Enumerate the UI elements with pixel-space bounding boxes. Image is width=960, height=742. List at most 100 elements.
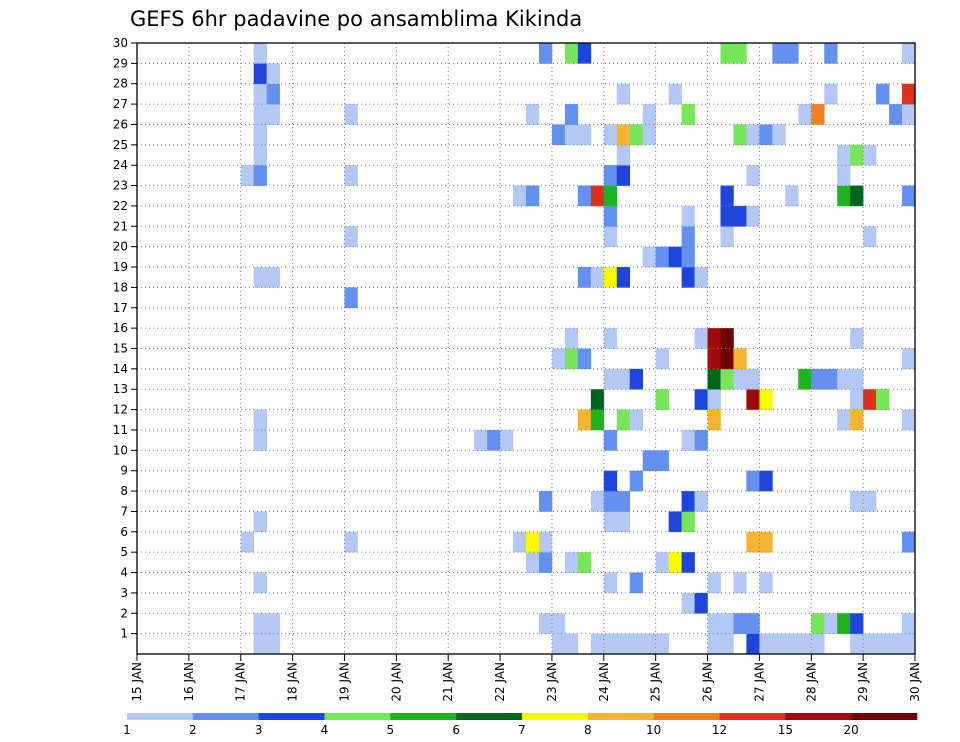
x-tick-label: 28 JAN (804, 662, 818, 702)
x-tick-label: 17 JAN (234, 662, 248, 702)
y-tick-label: 30 (113, 36, 128, 50)
heatmap-cell (902, 43, 916, 64)
heatmap-cell (850, 613, 864, 634)
heatmap-cell (824, 83, 838, 105)
legend-color-box (851, 713, 918, 720)
y-tick-label: 3 (120, 586, 128, 600)
heatmap-cell (642, 104, 656, 125)
x-tick-label: 30 JAN (908, 662, 922, 702)
heatmap-cell (798, 368, 812, 390)
y-tick-label: 5 (120, 545, 128, 559)
heatmap-cell (837, 165, 851, 186)
heatmap-cell (538, 491, 553, 512)
heatmap-cell (266, 63, 280, 85)
heatmap-cell (551, 613, 566, 634)
y-tick-label: 18 (113, 280, 128, 294)
x-tick-label: 25 JAN (649, 662, 663, 702)
y-tick-label: 27 (113, 97, 128, 111)
heatmap-cell (720, 226, 734, 247)
grid-lines (137, 43, 915, 654)
heatmap-cell (253, 165, 267, 186)
heatmap-cell (759, 531, 773, 553)
heatmap-cell (253, 429, 267, 451)
heatmap-cell (681, 429, 695, 451)
heatmap-cell (707, 409, 721, 431)
y-tick-label: 14 (113, 362, 128, 376)
y-tick-label: 22 (113, 199, 128, 213)
heatmap-cell (902, 348, 916, 370)
y-tick-label: 25 (113, 138, 128, 152)
heatmap-cell (681, 226, 695, 247)
heatmap-cell (759, 633, 773, 655)
heatmap-cell (590, 633, 605, 655)
heatmap-cell (603, 429, 618, 451)
heatmap-cell (824, 368, 838, 390)
heatmap-cell (668, 511, 682, 533)
heatmap-cell (785, 43, 799, 64)
heatmap-cell (538, 531, 553, 553)
heatmap-cell (668, 246, 682, 268)
heatmap-cell (850, 185, 864, 207)
heatmap-cell (837, 368, 851, 390)
heatmap-cell (629, 470, 643, 492)
heatmap-cell (655, 348, 669, 370)
heatmap-cell (344, 165, 358, 186)
y-tick-label: 13 (113, 382, 128, 396)
heatmap-cell (487, 429, 501, 451)
x-tick-label: 19 JAN (337, 662, 351, 702)
heatmap-cell (616, 491, 631, 512)
heatmap-cell (772, 43, 786, 64)
heatmap-cell (746, 368, 760, 390)
heatmap-cell (837, 409, 851, 431)
heatmap-cell (577, 267, 592, 288)
heatmap-cell (824, 613, 838, 634)
heatmap-cell (616, 165, 631, 186)
x-tick-label: 18 JAN (286, 662, 300, 702)
heatmap-cell (707, 368, 721, 390)
heatmap-cell (681, 491, 695, 512)
x-tick-label: 29 JAN (856, 662, 870, 702)
heatmap-cell (889, 633, 903, 655)
heatmap-cell (577, 124, 592, 146)
heatmap-cell (538, 552, 553, 573)
heatmap-cell (824, 43, 838, 64)
heatmap-cell (720, 633, 734, 655)
legend-color-box (785, 713, 852, 720)
heatmap-cell (603, 124, 618, 146)
heatmap-cell (616, 511, 631, 533)
heatmap-cell (902, 633, 916, 655)
legend-level-label: 3 (255, 723, 263, 737)
legend-level-label: 10 (646, 723, 661, 737)
x-tick-label: 20 JAN (389, 662, 403, 702)
heatmap-cell (253, 511, 267, 533)
heatmap-cell (694, 267, 708, 288)
heatmap-cell (500, 429, 514, 451)
y-tick-label: 20 (113, 240, 128, 254)
heatmap-cell (253, 613, 267, 634)
x-tick-label: 22 JAN (493, 662, 507, 702)
legend-color-box (522, 713, 589, 720)
legend-color-box (456, 713, 523, 720)
y-tick-label: 16 (113, 321, 128, 335)
heatmap-cell (707, 389, 721, 410)
heatmap-cell (577, 409, 592, 431)
legend-color-box (719, 713, 786, 720)
heatmap-cell (733, 205, 747, 227)
heatmap-cell (253, 43, 267, 64)
heatmap-cell (902, 409, 916, 431)
heatmap-cell (668, 83, 682, 105)
heatmap-cell (850, 368, 864, 390)
heatmap-cell (720, 205, 734, 227)
heatmap-cell (344, 104, 358, 125)
legend-color-box (127, 713, 194, 720)
heatmap-cell (746, 470, 760, 492)
legend-level-label: 2 (189, 723, 197, 737)
heatmap-cell (863, 226, 877, 247)
heatmap-cell (474, 429, 488, 451)
heatmap-cell (772, 633, 786, 655)
heatmap-cell (577, 185, 592, 207)
heatmap-cell (733, 124, 747, 146)
heatmap-cell (603, 267, 618, 288)
heatmap-cell (526, 185, 540, 207)
